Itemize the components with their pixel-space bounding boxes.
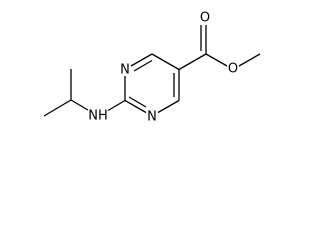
bond — [107, 99, 126, 112]
atom-label: O — [228, 62, 238, 77]
bond — [151, 53, 180, 71]
atom-label: N — [147, 110, 157, 125]
bonds — [43, 25, 261, 117]
bond-double — [128, 96, 147, 108]
bond — [205, 53, 228, 67]
bond — [124, 99, 147, 114]
bond — [157, 99, 180, 114]
atom-label: NH — [88, 109, 108, 124]
bond — [43, 99, 72, 117]
atom-label: N — [120, 63, 130, 78]
structure: N N NH O O — [43, 11, 261, 125]
bond — [238, 53, 261, 67]
bond-double — [133, 59, 153, 72]
bond — [70, 99, 89, 111]
page: N N NH O O (() => { const data = JSON.pa… — [43, 10, 261, 125]
bond — [178, 53, 207, 71]
bond — [130, 53, 153, 67]
atom-label: O — [200, 11, 210, 26]
